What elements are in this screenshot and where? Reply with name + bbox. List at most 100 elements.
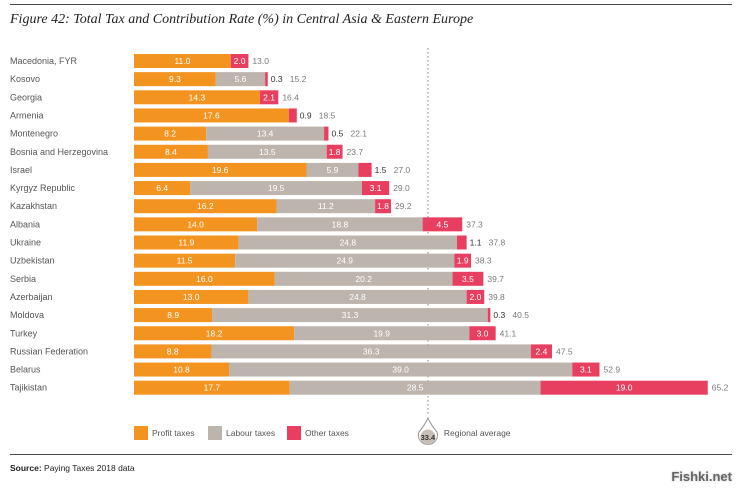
total-value-label: 18.5 — [319, 110, 336, 120]
profit-bar-segment — [134, 181, 191, 196]
stacked-bar-chart: Macedonia, FYR 11.0 2.0 13.0 Kosovo 9.3 5.6 0.3… — [10, 48, 729, 445]
other-bar-segment — [530, 344, 552, 359]
other-bar-segment — [324, 126, 329, 141]
other-value-label: 3.1 — [580, 365, 592, 375]
profit-bar-segment — [134, 271, 275, 286]
other-value-label: 1.8 — [377, 201, 389, 211]
total-value-label: 38.3 — [475, 256, 492, 266]
other-value-label: 2.0 — [234, 56, 246, 66]
total-value-label: 23.7 — [347, 147, 364, 157]
other-value-label: 2.0 — [470, 292, 482, 302]
labour-bar-segment — [294, 326, 470, 341]
legend-other-label: Other taxes — [305, 428, 349, 438]
total-value-label: 37.3 — [466, 219, 483, 229]
other-bar-segment — [454, 253, 472, 268]
labour-value-label: 5.6 — [235, 74, 247, 84]
profit-bar-segment — [134, 54, 231, 68]
profit-bar-segment — [134, 144, 208, 159]
profit-bar-segment — [134, 344, 212, 359]
profit-value-label: 8.9 — [167, 310, 179, 320]
source-note: Source: Paying Taxes 2018 data — [10, 463, 135, 473]
other-value-label: 3.1 — [370, 183, 382, 193]
labour-value-label: 19.9 — [373, 328, 390, 338]
profit-bar-segment — [134, 162, 307, 177]
labour-value-label: 11.2 — [318, 201, 334, 211]
regional-average-label: Regional average — [444, 428, 511, 438]
profit-bar-segment — [134, 289, 249, 304]
labour-value-label: 18.8 — [332, 219, 349, 229]
labour-value-label: 24.8 — [340, 238, 357, 248]
total-value-label: 16.4 — [282, 92, 299, 102]
profit-value-label: 17.6 — [203, 110, 220, 120]
labour-value-label: 13.5 — [259, 147, 276, 157]
other-value-label: 1.8 — [329, 147, 341, 157]
labour-value-label: 19.5 — [268, 183, 285, 193]
regional-average-value: 33.4 — [421, 433, 436, 442]
legend-labour-swatch — [208, 426, 222, 440]
country-label: Macedonia, FYR — [10, 56, 78, 66]
profit-value-label: 14.0 — [187, 219, 204, 229]
profit-value-label: 11.0 — [174, 56, 190, 66]
labour-value-label: 20.2 — [355, 274, 372, 284]
other-value-label: 1.5 — [375, 165, 387, 175]
country-label: Armenia — [10, 110, 44, 120]
other-bar-segment — [456, 235, 467, 250]
country-label: Kosovo — [10, 74, 40, 84]
other-value-label: 0.9 — [300, 110, 312, 120]
country-label: Serbia — [10, 274, 36, 284]
labour-bar-segment — [257, 217, 423, 232]
other-bar-segment — [466, 289, 485, 304]
source-label: Source: — [10, 463, 42, 473]
total-value-label: 13.0 — [252, 56, 269, 66]
country-label: Ukraine — [10, 238, 41, 248]
country-label: Israel — [10, 165, 32, 175]
total-value-label: 27.0 — [394, 165, 411, 175]
labour-bar-segment — [215, 72, 266, 87]
total-value-label: 15.2 — [290, 74, 307, 84]
other-value-label: 0.5 — [331, 129, 343, 139]
other-bar-segment — [422, 217, 463, 232]
profit-value-label: 6.4 — [156, 183, 168, 193]
profit-bar-segment — [134, 90, 260, 105]
country-label: Bosnia and Herzegovina — [10, 147, 108, 157]
labour-bar-segment — [211, 344, 531, 359]
bottom-rule — [10, 454, 732, 455]
chart-title: Figure 42: Total Tax and Contribution Ra… — [10, 12, 474, 27]
profit-bar-segment — [134, 199, 277, 214]
other-value-label: 19.0 — [616, 383, 633, 393]
profit-value-label: 16.2 — [197, 201, 214, 211]
other-bar-segment — [265, 72, 268, 87]
profit-value-label: 16.0 — [196, 274, 213, 284]
country-label: Russian Federation — [10, 346, 88, 356]
country-label: Albania — [10, 219, 40, 229]
total-value-label: 29.0 — [393, 183, 410, 193]
total-value-label: 37.8 — [489, 238, 506, 248]
other-value-label: 4.5 — [437, 219, 449, 229]
profit-value-label: 19.6 — [212, 165, 229, 175]
top-rule — [10, 4, 732, 5]
profit-bar-segment — [134, 380, 290, 395]
profit-value-label: 17.7 — [204, 383, 221, 393]
total-value-label: 52.9 — [604, 365, 621, 375]
labour-value-label: 28.5 — [407, 383, 424, 393]
country-label: Moldova — [10, 310, 44, 320]
profit-value-label: 8.2 — [164, 129, 176, 139]
labour-bar-segment — [212, 308, 488, 323]
labour-bar-segment — [235, 253, 455, 268]
labour-value-label: 5.9 — [327, 165, 339, 175]
other-value-label: 0.3 — [271, 74, 283, 84]
labour-bar-segment — [276, 199, 376, 214]
legend-profit-swatch — [134, 426, 148, 440]
total-value-label: 39.7 — [487, 274, 504, 284]
labour-bar-segment — [274, 271, 453, 286]
profit-bar-segment — [134, 308, 213, 323]
other-bar-segment — [230, 54, 249, 68]
watermark-logo: Fishki.net — [671, 469, 732, 484]
other-value-label: 2.1 — [263, 92, 275, 102]
profit-value-label: 10.8 — [173, 365, 190, 375]
labour-value-label: 13.4 — [257, 129, 274, 139]
other-bar-segment — [487, 308, 491, 323]
profit-value-label: 9.3 — [169, 74, 181, 84]
other-bar-segment — [540, 380, 708, 395]
profit-bar-segment — [134, 362, 230, 377]
